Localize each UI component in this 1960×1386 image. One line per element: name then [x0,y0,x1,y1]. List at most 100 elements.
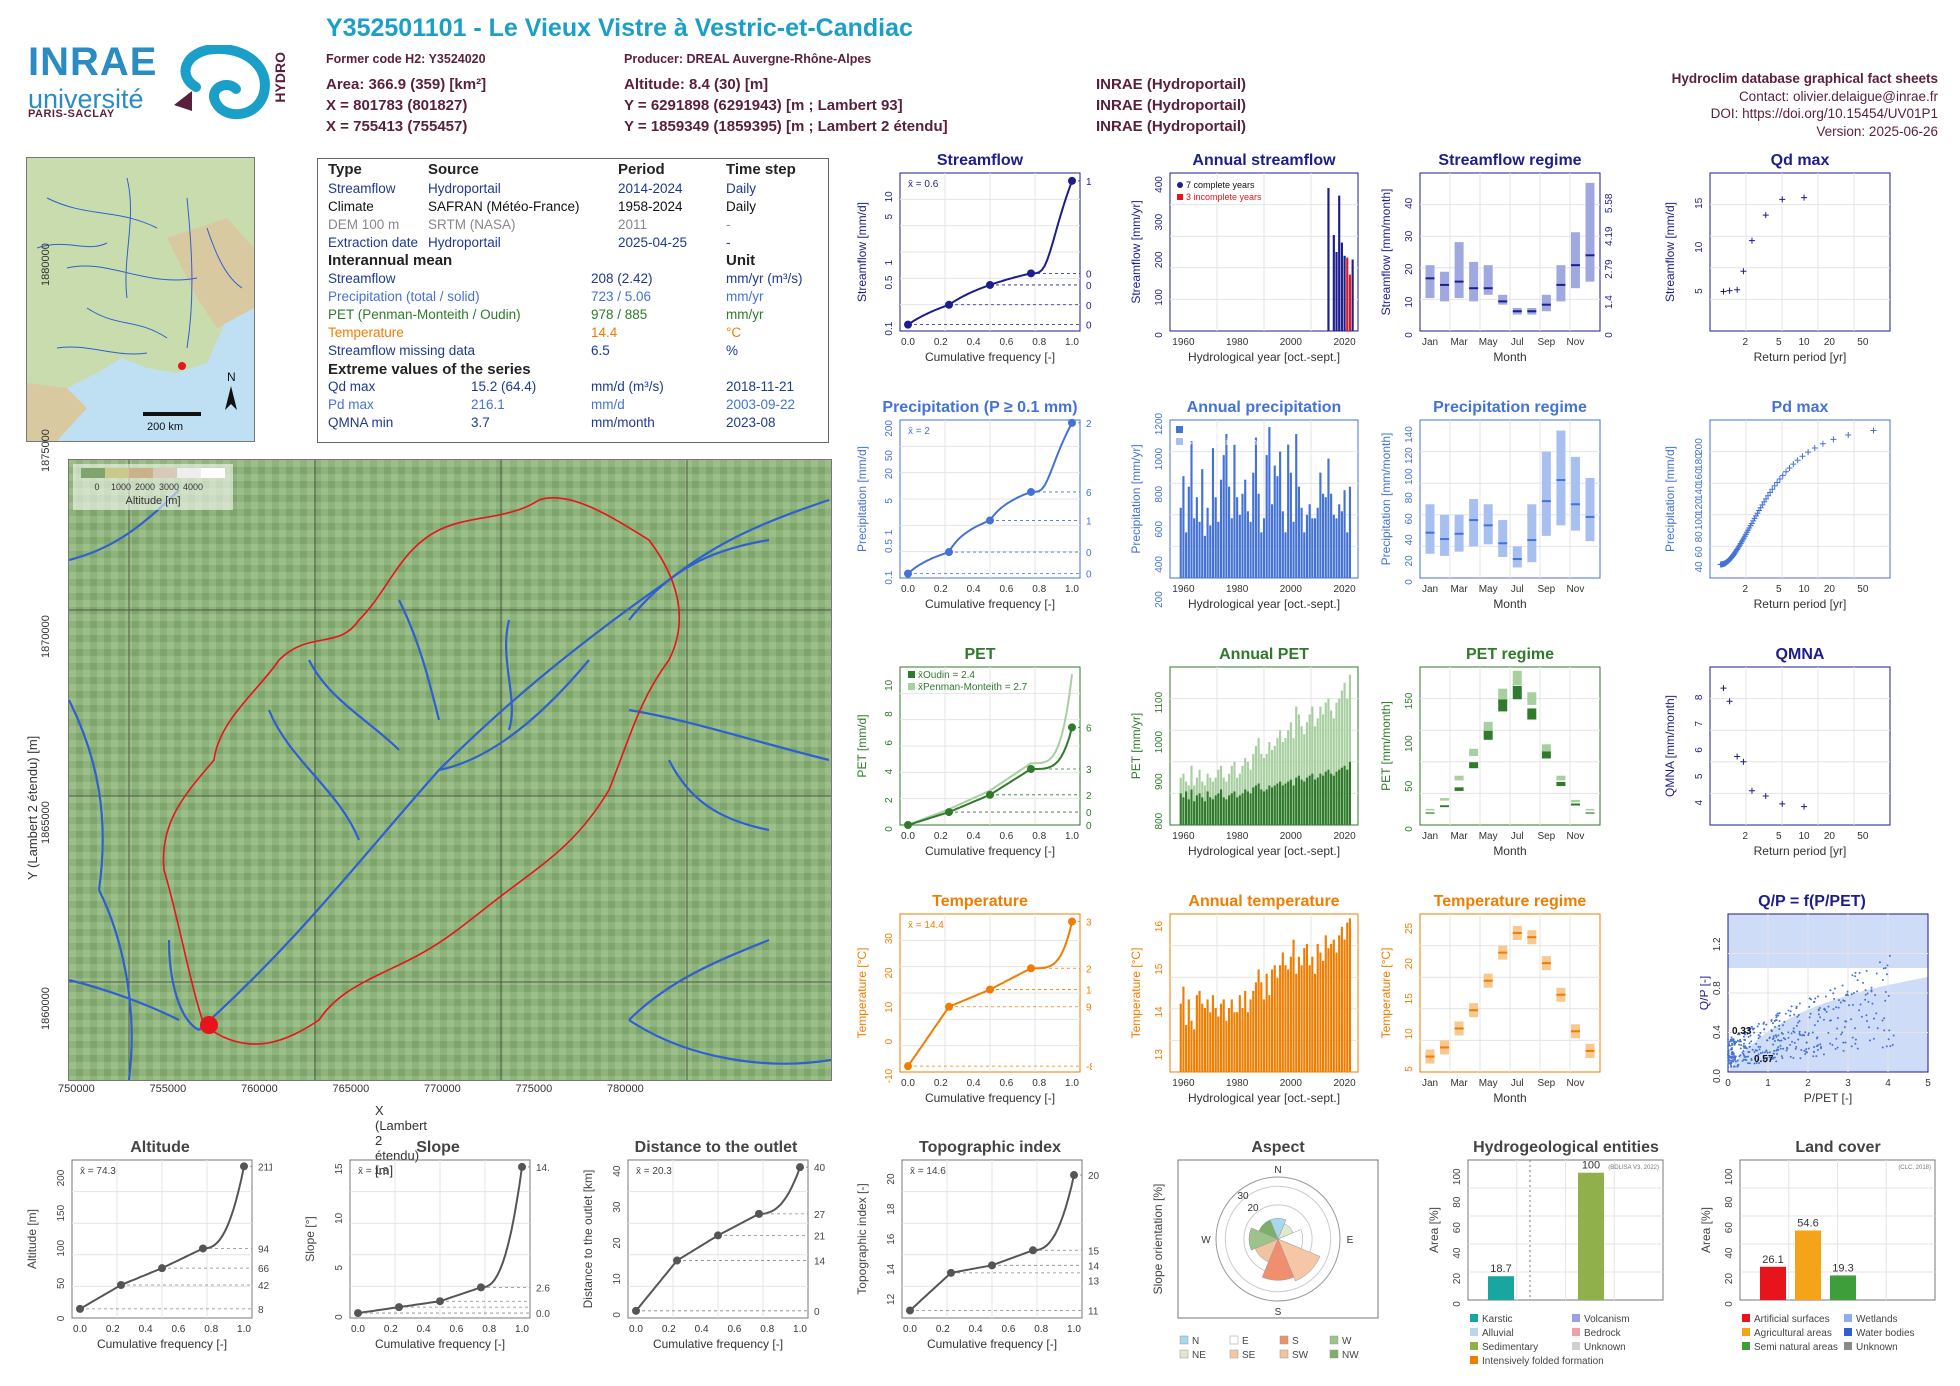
qp-point [1730,1056,1733,1059]
tick-label: 5.58 [1604,193,1615,213]
bar-value: 54.6 [1797,1218,1818,1230]
qp-point [1811,1031,1814,1034]
tick-label: 30 [1404,230,1415,242]
qp-point [1774,1025,1777,1028]
tick-label: Sep [1537,1078,1555,1089]
tick-label: -8.3 [1086,1062,1092,1073]
tick-label: Jul [1511,1078,1524,1089]
annual-bar [1335,518,1338,578]
legend-label: W [1342,1336,1352,1347]
qp-point [1758,1062,1761,1065]
qp-point [1768,1051,1771,1054]
annual-bar [1182,476,1185,578]
qp-point [1753,1051,1756,1054]
rose-sector-W [1248,1227,1279,1251]
tick-label: 40 [1452,1247,1463,1259]
legend-tick: 0 [94,482,99,492]
tick-label: 2 [1743,831,1749,842]
quantile-point [76,1304,84,1313]
annual-bar-oudin [1289,779,1292,825]
category-bar [1760,1266,1786,1300]
tick-label: 18 [886,1203,897,1215]
tick-label: 0 [1604,332,1615,338]
extreme-cell: 15.2 (64.4) [471,379,537,394]
map-y-tick: 1875000 [40,429,52,472]
regime-box-oudin [1585,812,1595,814]
info-cell: Streamflow [328,181,396,196]
quantile-point [796,1163,804,1172]
tick-label: 9.0 [1086,1003,1092,1014]
qp-point [1732,1065,1735,1068]
annual-bar [1233,444,1236,578]
qp-point [1766,1056,1769,1059]
legend-swatch [1470,1342,1478,1350]
tick-label: 0.1 [1086,321,1092,332]
tick-label: 14 [886,1263,897,1275]
lower-band [1728,977,1928,1072]
tick-label: 2020 [1333,337,1356,348]
qp-point [1859,1003,1862,1006]
tick-label: Mar [1450,337,1468,348]
qp-point [1778,1024,1781,1027]
annual-bar-pm [1340,690,1343,825]
annual-bar [1279,451,1282,578]
tick-label: 0.6 [727,1324,741,1335]
qp-point [1792,1056,1795,1059]
qp-point [1852,991,1855,994]
y-axis-label: Slope orientation [%] [1151,1184,1165,1295]
regime-box-pm [1498,688,1508,702]
chart-title: Aspect [1251,1139,1305,1156]
tick-label: 30 [612,1201,623,1213]
grid [1420,667,1600,825]
rose-sector-S [1261,1238,1295,1281]
interannual-cell: Temperature [328,325,404,340]
contact: Contact: olivier.delaigue@inrae.fr [1738,88,1938,104]
annual-bar [1324,497,1327,578]
tick-label: 20 [886,1173,897,1185]
qp-point [1756,1025,1759,1028]
annual-bar-pm [1346,698,1349,825]
qp-point [1777,1038,1780,1041]
tick-label: 1.4 [1604,295,1615,309]
x-axis-label: Cumulative frequency [-] [925,597,1055,611]
qp-point [1747,1035,1750,1038]
qp-point [1854,975,1857,978]
qp-point [1866,992,1869,995]
qp-point [1871,1002,1874,1005]
quantile-point [945,1002,953,1011]
tick-label: May [1479,1078,1498,1089]
qp-point [1842,1049,1845,1052]
annual-bar-oudin [1270,787,1274,825]
annual_precip-chart: Annual precipitation 1960 1980 2000 2020 Hydr… [1129,399,1359,611]
annual-bar-oudin [1222,797,1225,825]
tick-label: 0.2 [936,1324,950,1335]
annual-bar [1257,493,1260,578]
streamflow_regime-chart: Streamflow regime Jan Mar May Jul Sep Nov Month… [1379,152,1618,364]
tick-label: 0 [884,1038,895,1044]
database-name: Hydroclim database graphical fact sheets [1671,71,1938,86]
tick-label: Sep [1537,584,1555,595]
tick-label: 2000 [1280,1078,1303,1089]
qp-point [1798,1030,1801,1033]
altitude: Altitude: 8.4 (30) [m] [624,76,769,93]
tick-label: 60 [1404,513,1415,525]
tick-label: 14 [1154,1006,1165,1018]
regime-box-oudin [1454,787,1464,791]
annual-bar [1222,999,1225,1072]
qp-point [1755,1062,1758,1065]
annual-bar [1292,939,1295,1072]
tick-label: 160 [1694,468,1705,485]
qp-point [1796,1015,1799,1018]
qp-point [1854,971,1857,974]
legend-swatch [1470,1328,1478,1336]
tick-label: 1.0 [1065,1078,1079,1089]
tick-label: 100 [1452,1168,1463,1185]
tick-label: 0.0 [1712,1069,1723,1083]
tick-label: 7 [1694,720,1705,726]
qp-point [1759,1045,1762,1048]
qp-point [1833,997,1836,1000]
annual-bar-oudin [1203,801,1206,825]
y-axis-label: Area [%] [1699,1207,1713,1253]
annual-bar-pm [1311,706,1314,825]
annual-bar [1287,444,1290,578]
